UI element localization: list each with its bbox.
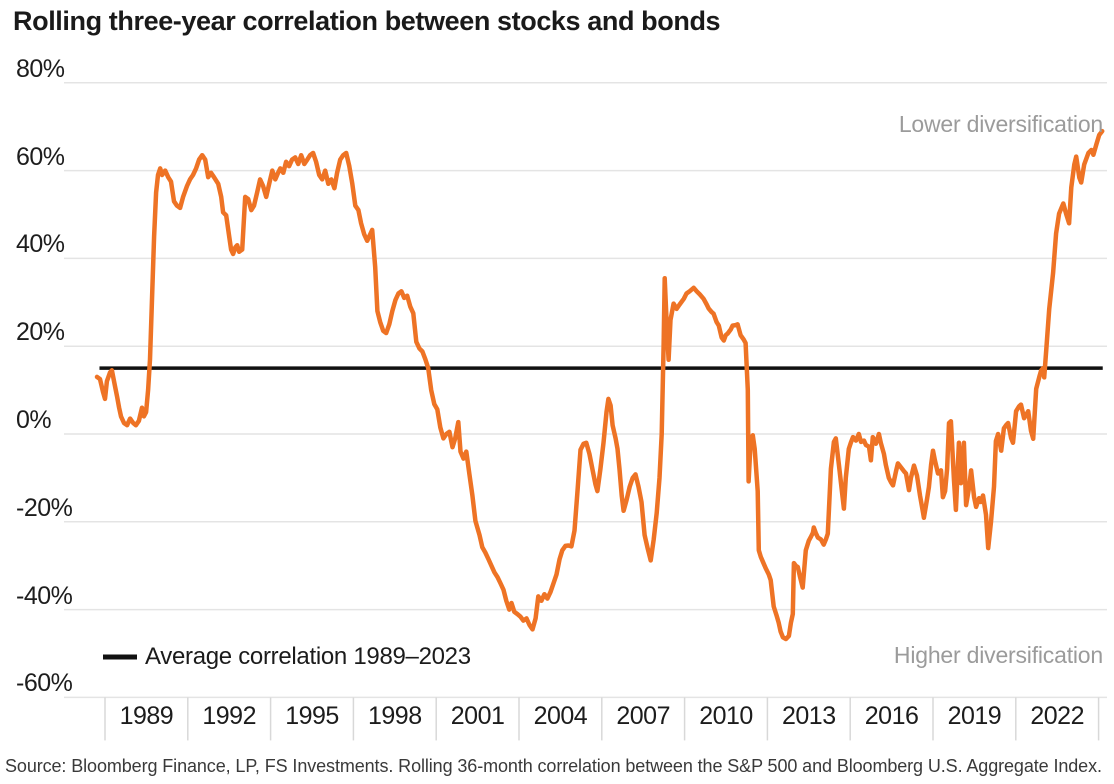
y-axis-label--40: -40% [16, 581, 73, 610]
y-axis-label-80: 80% [16, 54, 65, 83]
legend-average-label: Average correlation 1989–2023 [145, 643, 471, 670]
x-axis-label-2013: 2013 [781, 702, 836, 730]
x-axis-label-1992: 1992 [202, 702, 256, 730]
x-axis-label-2004: 2004 [533, 702, 588, 730]
y-axis-label-40: 40% [16, 230, 65, 259]
x-axis-label-2007: 2007 [616, 702, 670, 730]
x-axis-label-2019: 2019 [947, 702, 1002, 730]
source-note: Source: Bloomberg Finance, LP, FS Invest… [5, 756, 1102, 776]
x-axis-label-2022: 2022 [1030, 702, 1084, 730]
x-axis-label-2010: 2010 [699, 702, 753, 730]
x-axis-label-2001: 2001 [450, 702, 505, 730]
x-axis-label-1989: 1989 [119, 702, 174, 730]
x-axis-label-2016: 2016 [864, 702, 919, 730]
y-axis-label-0: 0% [16, 406, 52, 434]
x-axis-label-1995: 1995 [285, 702, 339, 730]
chart-title: Rolling three-year correlation between s… [13, 6, 721, 36]
y-axis-label-60: 60% [16, 142, 65, 171]
y-axis-label--20: -20% [16, 493, 73, 522]
y-axis-label--60: -60% [16, 669, 73, 698]
annotation-higher-diversification: Higher diversification [893, 642, 1103, 668]
annotation-lower-diversification: Lower diversification [898, 111, 1103, 137]
correlation-series-line [94, 128, 1105, 642]
y-axis-label-20: 20% [16, 318, 65, 347]
x-axis-label-1998: 1998 [367, 702, 422, 730]
